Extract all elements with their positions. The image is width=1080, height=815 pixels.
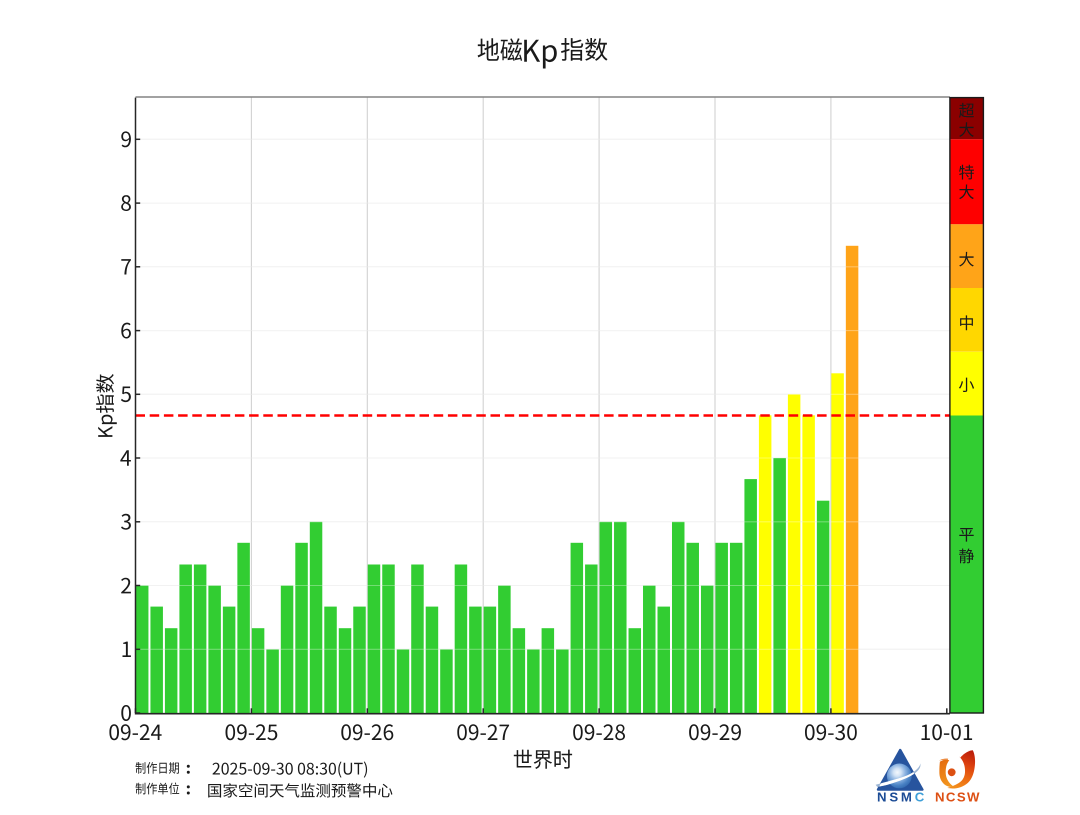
svg-text:NSMC: NSMC: [877, 789, 927, 804]
svg-text:NCSW: NCSW: [935, 789, 981, 804]
